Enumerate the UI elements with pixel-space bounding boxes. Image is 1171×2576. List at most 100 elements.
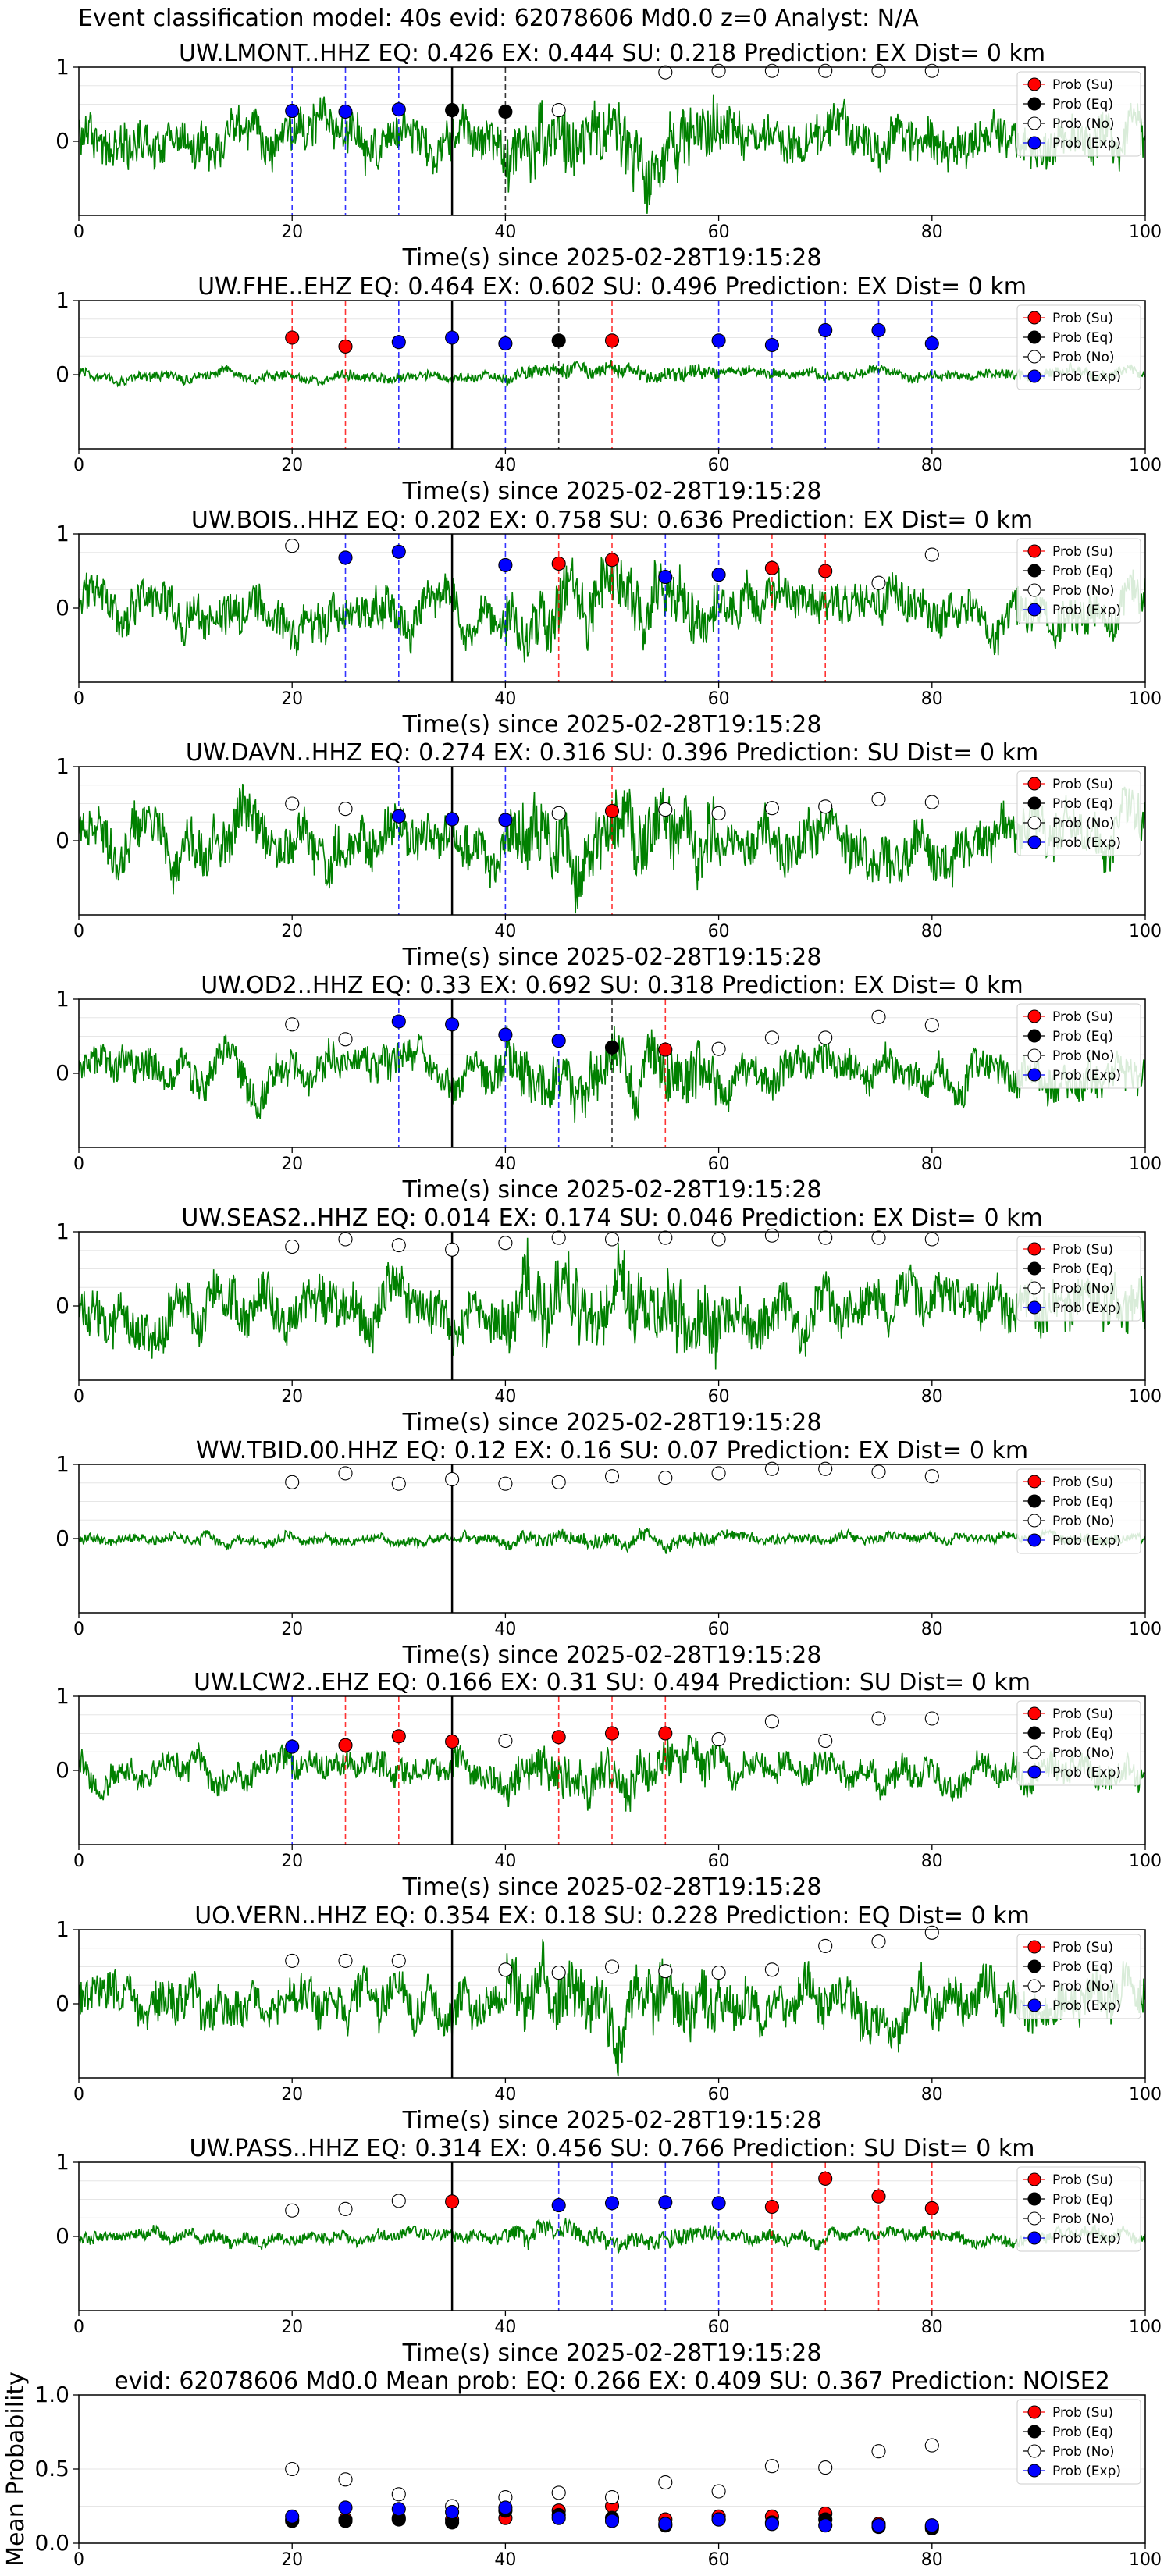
probability-marker bbox=[604, 1040, 620, 1055]
legend-marker-probexp bbox=[1027, 835, 1041, 849]
mean-prob-point bbox=[818, 2460, 833, 2475]
x-axis-label: Time(s) since 2025-02-28T19:15:28 bbox=[402, 1176, 822, 1204]
panel-title: WW.TBID.00.HHZ EQ: 0.12 EX: 0.16 SU: 0.0… bbox=[196, 1437, 1028, 1464]
y-tick-label: 0 bbox=[55, 361, 69, 387]
legend-marker-probeq bbox=[1027, 97, 1041, 111]
probability-marker bbox=[445, 330, 460, 345]
x-tick-label: 40 bbox=[494, 222, 516, 242]
legend-marker-probno bbox=[1027, 816, 1041, 830]
panel-title: UO.VERN..HHZ EQ: 0.354 EX: 0.18 SU: 0.22… bbox=[194, 1902, 1030, 1930]
probability-marker bbox=[764, 801, 779, 816]
y-tick-label: 0 bbox=[55, 1991, 69, 2016]
probability-marker bbox=[658, 1726, 673, 1741]
probability-marker bbox=[285, 1239, 300, 1254]
probability-marker bbox=[818, 564, 833, 578]
x-tick-label: 0 bbox=[73, 2085, 84, 2105]
probability-marker bbox=[338, 802, 353, 817]
plot-area bbox=[79, 999, 1145, 1147]
legend-marker-probno bbox=[1027, 116, 1041, 130]
waveform-trace bbox=[79, 1025, 1145, 1123]
probability-marker bbox=[551, 1730, 566, 1745]
legend-label: Prob (Exp) bbox=[1052, 1998, 1121, 2014]
probability-marker bbox=[764, 1461, 779, 1476]
probability-marker bbox=[764, 1030, 779, 1045]
probability-marker bbox=[818, 63, 833, 78]
legend-label: Prob (No) bbox=[1052, 2211, 1115, 2227]
probability-marker bbox=[338, 1466, 353, 1481]
legend-marker-probno bbox=[1027, 1281, 1041, 1295]
probability-marker bbox=[924, 795, 939, 809]
x-tick-label: 80 bbox=[921, 222, 943, 242]
panel-title: UW.LCW2..EHZ EQ: 0.166 EX: 0.31 SU: 0.49… bbox=[194, 1669, 1030, 1696]
probability-marker bbox=[658, 65, 673, 80]
probability-marker bbox=[604, 1959, 620, 1974]
panel-title: UW.LMONT..HHZ EQ: 0.426 EX: 0.444 SU: 0.… bbox=[179, 40, 1045, 67]
y-tick-label: 1 bbox=[55, 753, 69, 779]
x-tick-label: 100 bbox=[1129, 922, 1162, 941]
y-tick-label: 1 bbox=[55, 287, 69, 313]
legend-marker-probexp bbox=[1027, 1998, 1041, 2012]
probability-marker bbox=[285, 1739, 300, 1754]
probability-marker bbox=[445, 1242, 460, 1257]
x-tick-label: 40 bbox=[494, 1620, 516, 1639]
probability-marker bbox=[658, 1042, 673, 1057]
mean-prob-point bbox=[551, 2485, 566, 2500]
legend-box bbox=[1016, 538, 1141, 624]
mean-prob-point bbox=[764, 2459, 779, 2474]
legend-label: Prob (Exp) bbox=[1052, 1533, 1121, 1549]
probability-marker bbox=[871, 1711, 886, 1726]
legend-label: Prob (No) bbox=[1052, 1514, 1115, 1529]
x-tick-label: 80 bbox=[921, 1620, 943, 1639]
x-tick-label: 100 bbox=[1129, 2550, 1162, 2570]
x-tick-label: 80 bbox=[921, 2550, 943, 2570]
x-tick-label: 40 bbox=[494, 2318, 516, 2337]
legend-marker-probsu bbox=[1027, 1242, 1041, 1256]
legend-marker-probno bbox=[1027, 583, 1041, 597]
mean-prob-point bbox=[285, 2461, 300, 2477]
plot-area bbox=[79, 767, 1145, 915]
legend-label: Prob (Eq) bbox=[1052, 97, 1113, 112]
legend-marker-probeq bbox=[1027, 2425, 1041, 2439]
legend-label: Prob (No) bbox=[1052, 1745, 1115, 1761]
x-tick-label: 20 bbox=[281, 2550, 303, 2570]
probability-marker bbox=[498, 1027, 513, 1042]
probability-marker bbox=[391, 809, 406, 824]
legend-label: Prob (Su) bbox=[1052, 77, 1113, 93]
legend-marker-probeq bbox=[1027, 330, 1041, 344]
probability-marker bbox=[551, 1230, 566, 1245]
y-tick-label: 1 bbox=[55, 1219, 69, 1244]
x-tick-label: 80 bbox=[921, 1852, 943, 1871]
plot-area bbox=[79, 1696, 1145, 1845]
legend-marker-probexp bbox=[1027, 136, 1041, 150]
mean-prob-point bbox=[924, 2518, 939, 2533]
y-tick-label: 0 bbox=[55, 1757, 69, 1783]
legend-label: Prob (Eq) bbox=[1052, 564, 1113, 579]
probability-marker bbox=[764, 2199, 779, 2215]
y-tick-label: 1 bbox=[55, 54, 69, 80]
mean-prob-point bbox=[391, 2502, 406, 2517]
probability-marker bbox=[604, 553, 620, 568]
probability-marker bbox=[658, 2195, 673, 2210]
x-tick-label: 60 bbox=[708, 1387, 730, 1407]
probability-marker bbox=[391, 2194, 406, 2208]
legend-marker-probsu bbox=[1027, 1706, 1041, 1720]
probability-marker bbox=[711, 1966, 726, 1980]
legend-label: Prob (Su) bbox=[1052, 777, 1113, 792]
legend-box bbox=[1016, 1003, 1141, 1089]
probability-marker bbox=[391, 1729, 406, 1744]
legend-marker-probexp bbox=[1027, 2464, 1041, 2478]
x-tick-label: 0 bbox=[73, 2550, 84, 2570]
probability-marker bbox=[818, 1030, 833, 1045]
figure-suptitle: Event classification model: 40s evid: 62… bbox=[78, 5, 919, 32]
x-tick-label: 100 bbox=[1129, 689, 1162, 709]
legend-marker-probsu bbox=[1027, 1475, 1041, 1489]
x-tick-label: 20 bbox=[281, 1620, 303, 1639]
probability-marker bbox=[285, 1017, 300, 1032]
y-tick-label: 1 bbox=[55, 1916, 69, 1942]
legend-label: Prob (Exp) bbox=[1052, 1300, 1121, 1316]
probability-marker bbox=[285, 2203, 300, 2218]
panel-title: UW.SEAS2..HHZ EQ: 0.014 EX: 0.174 SU: 0.… bbox=[181, 1204, 1042, 1232]
y-tick-label: 0 bbox=[55, 827, 69, 853]
legend-marker-probno bbox=[1027, 1745, 1041, 1759]
x-tick-label: 40 bbox=[494, 922, 516, 941]
